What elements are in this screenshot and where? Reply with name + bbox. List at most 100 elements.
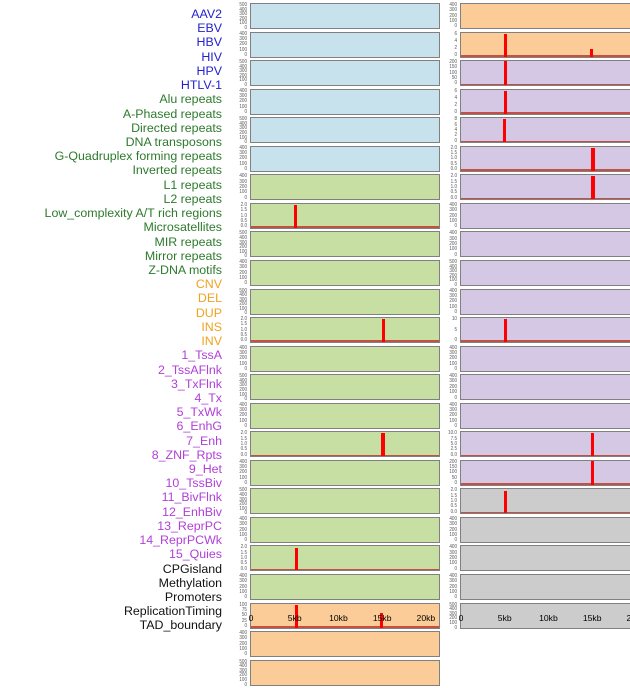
y-tick-label: 200 — [449, 411, 457, 418]
row-label-column: AAV2 EBV HBV HIV HPV HTLV-1 Alu repeats A-Phase… — [0, 0, 222, 632]
row-label-12-enhbiv: 12_EnhBiv — [162, 504, 222, 519]
track-column-left: 500 400 300 200 100 0 400 300 200 100 0 500 400 300 20… — [228, 0, 440, 686]
track-panel — [250, 602, 440, 629]
data-spike — [590, 461, 594, 485]
track-panel — [250, 374, 440, 401]
y-axis-ticks: 400 300 200 100 0 — [438, 372, 458, 400]
y-tick-label: 0 — [244, 422, 247, 429]
track-baseline — [461, 112, 630, 114]
y-tick-label: 50 — [451, 74, 457, 81]
row-label-5-txwk: 5_TxWk — [176, 405, 222, 420]
track-panel — [460, 88, 630, 115]
y-tick-label: 200 — [239, 15, 247, 22]
y-tick-label: 100 — [239, 103, 247, 109]
y-tick-label: 500 — [239, 115, 247, 122]
y-tick-label: 100 — [449, 417, 457, 423]
y-tick-label: 200 — [239, 526, 247, 532]
track-panel — [460, 60, 630, 87]
y-tick-label: 2.0 — [240, 429, 247, 436]
y-axis-ticks: 500 400 300 200 100 0 — [438, 259, 458, 287]
data-spike — [589, 48, 593, 57]
y-tick-label: 0.0 — [450, 451, 457, 457]
y-tick-label: 5.0 — [450, 440, 457, 447]
track-panel — [460, 516, 630, 543]
x-tick-label: 15kb — [582, 613, 602, 623]
y-tick-label: 100 — [449, 388, 457, 395]
y-tick-label: 400 — [449, 263, 457, 269]
y-tick-label: 100 — [239, 360, 247, 366]
y-tick-label: 200 — [449, 12, 457, 18]
y-tick-label: 0 — [244, 165, 247, 172]
y-axis-ticks: 200 150 100 50 0 — [438, 459, 458, 486]
data-spike — [294, 547, 299, 571]
track-panel — [250, 117, 440, 144]
row-label-1-tssa: 1_TssA — [181, 348, 222, 363]
y-tick-label: 400 — [449, 372, 457, 379]
y-tick-label: 200 — [239, 500, 247, 507]
y-tick-label: 0 — [244, 622, 247, 629]
row-label-7-enh: 7_Enh — [186, 433, 222, 448]
y-tick-label: 400 — [239, 458, 247, 465]
track-panel — [250, 488, 440, 515]
y-tick-label: 25 — [241, 617, 247, 623]
y-tick-label: 200 — [239, 468, 247, 475]
y-axis-ticks: 400 300 200 100 0 — [228, 173, 248, 200]
y-tick-label: 400 — [239, 6, 247, 12]
y-tick-label: 300 — [239, 178, 247, 184]
y-tick-label: 400 — [239, 120, 247, 127]
y-tick-label: 400 — [239, 401, 247, 407]
y-tick-label: 100 — [239, 46, 247, 52]
y-tick-label: 100 — [239, 19, 247, 26]
track-panel — [460, 488, 630, 515]
y-tick-label: 200 — [239, 354, 247, 361]
y-tick-label: 200 — [239, 269, 247, 275]
track-panel — [250, 3, 440, 29]
y-tick-label: 0 — [244, 681, 247, 687]
data-spike — [503, 90, 508, 114]
y-tick-label: 400 — [449, 401, 457, 407]
y-tick-label: 100 — [239, 474, 247, 481]
y-tick-label: 100 — [239, 391, 247, 397]
y-tick-label: 200 — [449, 58, 457, 65]
y-tick-label: 0 — [244, 593, 247, 600]
y-tick-label: 200 — [239, 411, 247, 418]
y-tick-label: 1.5 — [240, 206, 247, 213]
y-tick-label: 300 — [239, 239, 247, 245]
row-label-mir-repeats: MIR repeats — [154, 234, 222, 249]
y-tick-label: 300 — [449, 577, 457, 584]
y-tick-label: 200 — [239, 40, 247, 47]
track-panel — [250, 60, 440, 87]
y-tick-label: 2.0 — [450, 172, 457, 179]
track-panel — [250, 31, 440, 58]
row-label-hpv: HPV — [196, 63, 222, 78]
y-tick-label: 0 — [454, 308, 457, 315]
y-tick-label: 50 — [241, 611, 247, 618]
y-tick-label: 0 — [454, 22, 457, 29]
y-tick-label: 2 — [454, 101, 457, 108]
y-axis-ticks: 400 300 200 100 0 — [228, 30, 248, 58]
y-tick-label: 5 — [454, 326, 457, 333]
y-tick-label: 100 — [239, 505, 247, 511]
x-axis-left: 0 5kb 10kb 15kb 20kb — [249, 612, 440, 630]
y-axis-ticks: 100 75 50 25 0 — [228, 601, 248, 629]
y-tick-label: 1.0 — [240, 212, 247, 218]
y-tick-label: 75 — [241, 606, 247, 613]
y-tick-label: 300 — [239, 349, 247, 356]
y-tick-label: 8 — [454, 115, 457, 122]
y-tick-label: 200 — [239, 386, 247, 393]
track-panel — [460, 202, 630, 229]
track-panel — [250, 516, 440, 543]
y-tick-label: 400 — [239, 491, 247, 498]
y-tick-label: 100 — [239, 601, 247, 607]
y-tick-label: 400 — [239, 515, 247, 522]
y-axis-ticks: 400 300 200 100 0 — [228, 458, 248, 486]
data-spike — [294, 604, 299, 628]
y-axis-ticks: 500 400 300 200 100 0 — [228, 115, 248, 144]
y-tick-label: 0.0 — [240, 565, 247, 572]
y-tick-label: 400 — [239, 344, 247, 350]
row-label-ebv: EBV — [197, 21, 222, 36]
y-tick-label: 6 — [454, 30, 457, 36]
y-tick-label: 100 — [449, 531, 457, 538]
row-label-ins: INS — [201, 319, 222, 334]
y-tick-label: 0 — [454, 624, 457, 630]
